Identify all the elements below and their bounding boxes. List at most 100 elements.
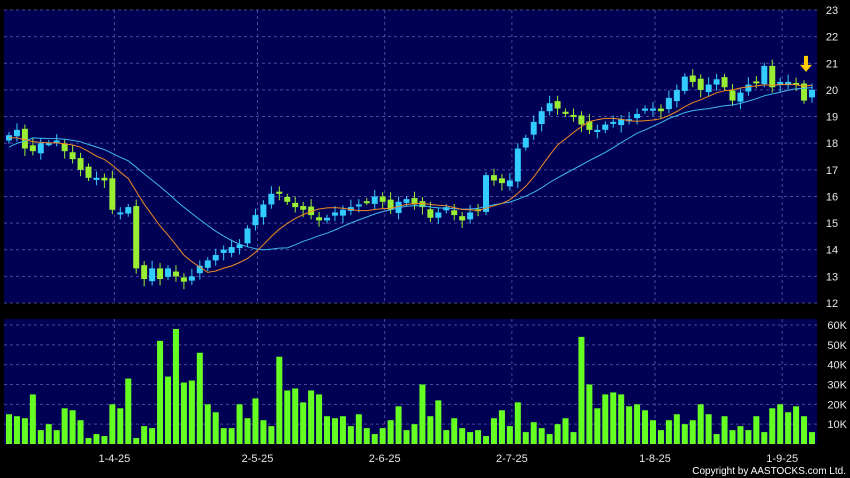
volume-bar	[570, 432, 577, 444]
candle	[721, 73, 728, 91]
candle	[252, 208, 259, 231]
candle	[490, 168, 497, 186]
date-tick-label: 2-5-25	[242, 453, 274, 465]
candle	[530, 115, 537, 140]
volume-bar	[45, 424, 52, 444]
volume-bar	[77, 420, 84, 444]
candle	[180, 273, 187, 290]
candle	[689, 69, 696, 88]
volume-bar	[586, 384, 593, 444]
price-tick-label: 13	[826, 271, 838, 283]
volume-bar	[562, 418, 569, 444]
candle	[331, 206, 338, 221]
price-tick-label: 17	[826, 165, 838, 177]
candle	[204, 257, 211, 272]
volume-bar	[801, 416, 808, 444]
volume-bar	[101, 436, 108, 444]
candle	[125, 203, 132, 217]
candle	[117, 207, 124, 220]
moving-average-long-line	[8, 87, 813, 251]
volume-bar	[212, 412, 219, 444]
volume-bar	[777, 404, 784, 444]
volume-bar	[379, 428, 386, 444]
volume-bar	[180, 382, 187, 444]
moving-average-short-line	[8, 83, 813, 273]
volume-tick-label: 50K	[827, 340, 847, 352]
candle	[165, 265, 172, 281]
candle	[602, 121, 609, 134]
volume-bar	[268, 426, 275, 444]
volume-bar	[228, 428, 235, 444]
candle	[69, 144, 76, 164]
volume-bar	[371, 434, 378, 444]
volume-bar	[85, 438, 92, 444]
candle	[649, 102, 656, 117]
candle	[427, 201, 434, 223]
volume-bar	[522, 432, 529, 444]
date-axis-labels: 1-4-25 2-5-25 2-6-25 2-7-25 1-8-25 1-9-25	[98, 453, 798, 465]
candle	[498, 174, 505, 191]
candle	[411, 191, 418, 210]
candle	[101, 173, 108, 188]
volume-tick-label: 30K	[827, 380, 847, 392]
volume-tick-label: 60K	[827, 320, 847, 332]
volume-bar	[316, 394, 323, 444]
volume-bar	[602, 394, 609, 444]
price-axis-labels: 12 13 14 15 16 17 18 19 20 21 22 23	[826, 5, 838, 310]
volume-bar	[761, 432, 768, 444]
candle	[133, 199, 140, 274]
candle	[324, 214, 331, 224]
volume-bar	[514, 402, 521, 444]
candle	[634, 108, 641, 125]
volume-bar	[149, 428, 156, 444]
candle	[236, 239, 243, 255]
volume-bar	[387, 420, 394, 444]
volume-bar	[506, 426, 513, 444]
candle	[149, 260, 156, 286]
date-tick-label: 2-6-25	[369, 453, 401, 465]
volume-bar	[745, 430, 752, 444]
candle	[347, 199, 354, 216]
volume-bar	[395, 406, 402, 444]
volume-bar	[649, 420, 656, 444]
volume-bar	[125, 378, 132, 444]
volume-bar	[53, 430, 60, 444]
volume-bar	[403, 430, 410, 444]
candle	[785, 74, 792, 90]
candle	[626, 111, 633, 125]
candle	[435, 207, 442, 225]
candle	[594, 124, 601, 139]
candle	[85, 163, 92, 182]
date-tick-label: 1-9-25	[766, 453, 798, 465]
volume-bar	[459, 428, 466, 444]
price-tick-label: 22	[826, 32, 838, 44]
volume-bar	[673, 414, 680, 444]
candle	[61, 139, 68, 159]
candle	[188, 268, 195, 285]
volume-bar	[618, 394, 625, 444]
volume-panel	[4, 319, 817, 444]
copyright-text: Copyright by AASTOCKS.com Ltd.	[692, 466, 846, 477]
volume-bar	[809, 432, 815, 444]
candle	[53, 134, 60, 147]
price-tick-label: 12	[826, 298, 838, 310]
volume-bars	[6, 328, 815, 444]
volume-bar	[29, 394, 36, 444]
price-tick-label: 16	[826, 191, 838, 203]
candle	[618, 114, 625, 133]
candle	[610, 115, 617, 128]
candle	[705, 77, 712, 97]
volume-bar	[172, 328, 179, 444]
candle	[260, 200, 267, 225]
price-tick-label: 14	[826, 245, 838, 257]
volume-bar	[236, 404, 243, 444]
volume-bar	[204, 404, 211, 444]
volume-bar	[411, 424, 418, 444]
volume-bar	[610, 392, 617, 444]
volume-bar	[530, 422, 537, 444]
candle	[379, 192, 386, 210]
volume-bar	[435, 400, 442, 444]
candle	[363, 198, 370, 205]
candle	[268, 186, 275, 209]
